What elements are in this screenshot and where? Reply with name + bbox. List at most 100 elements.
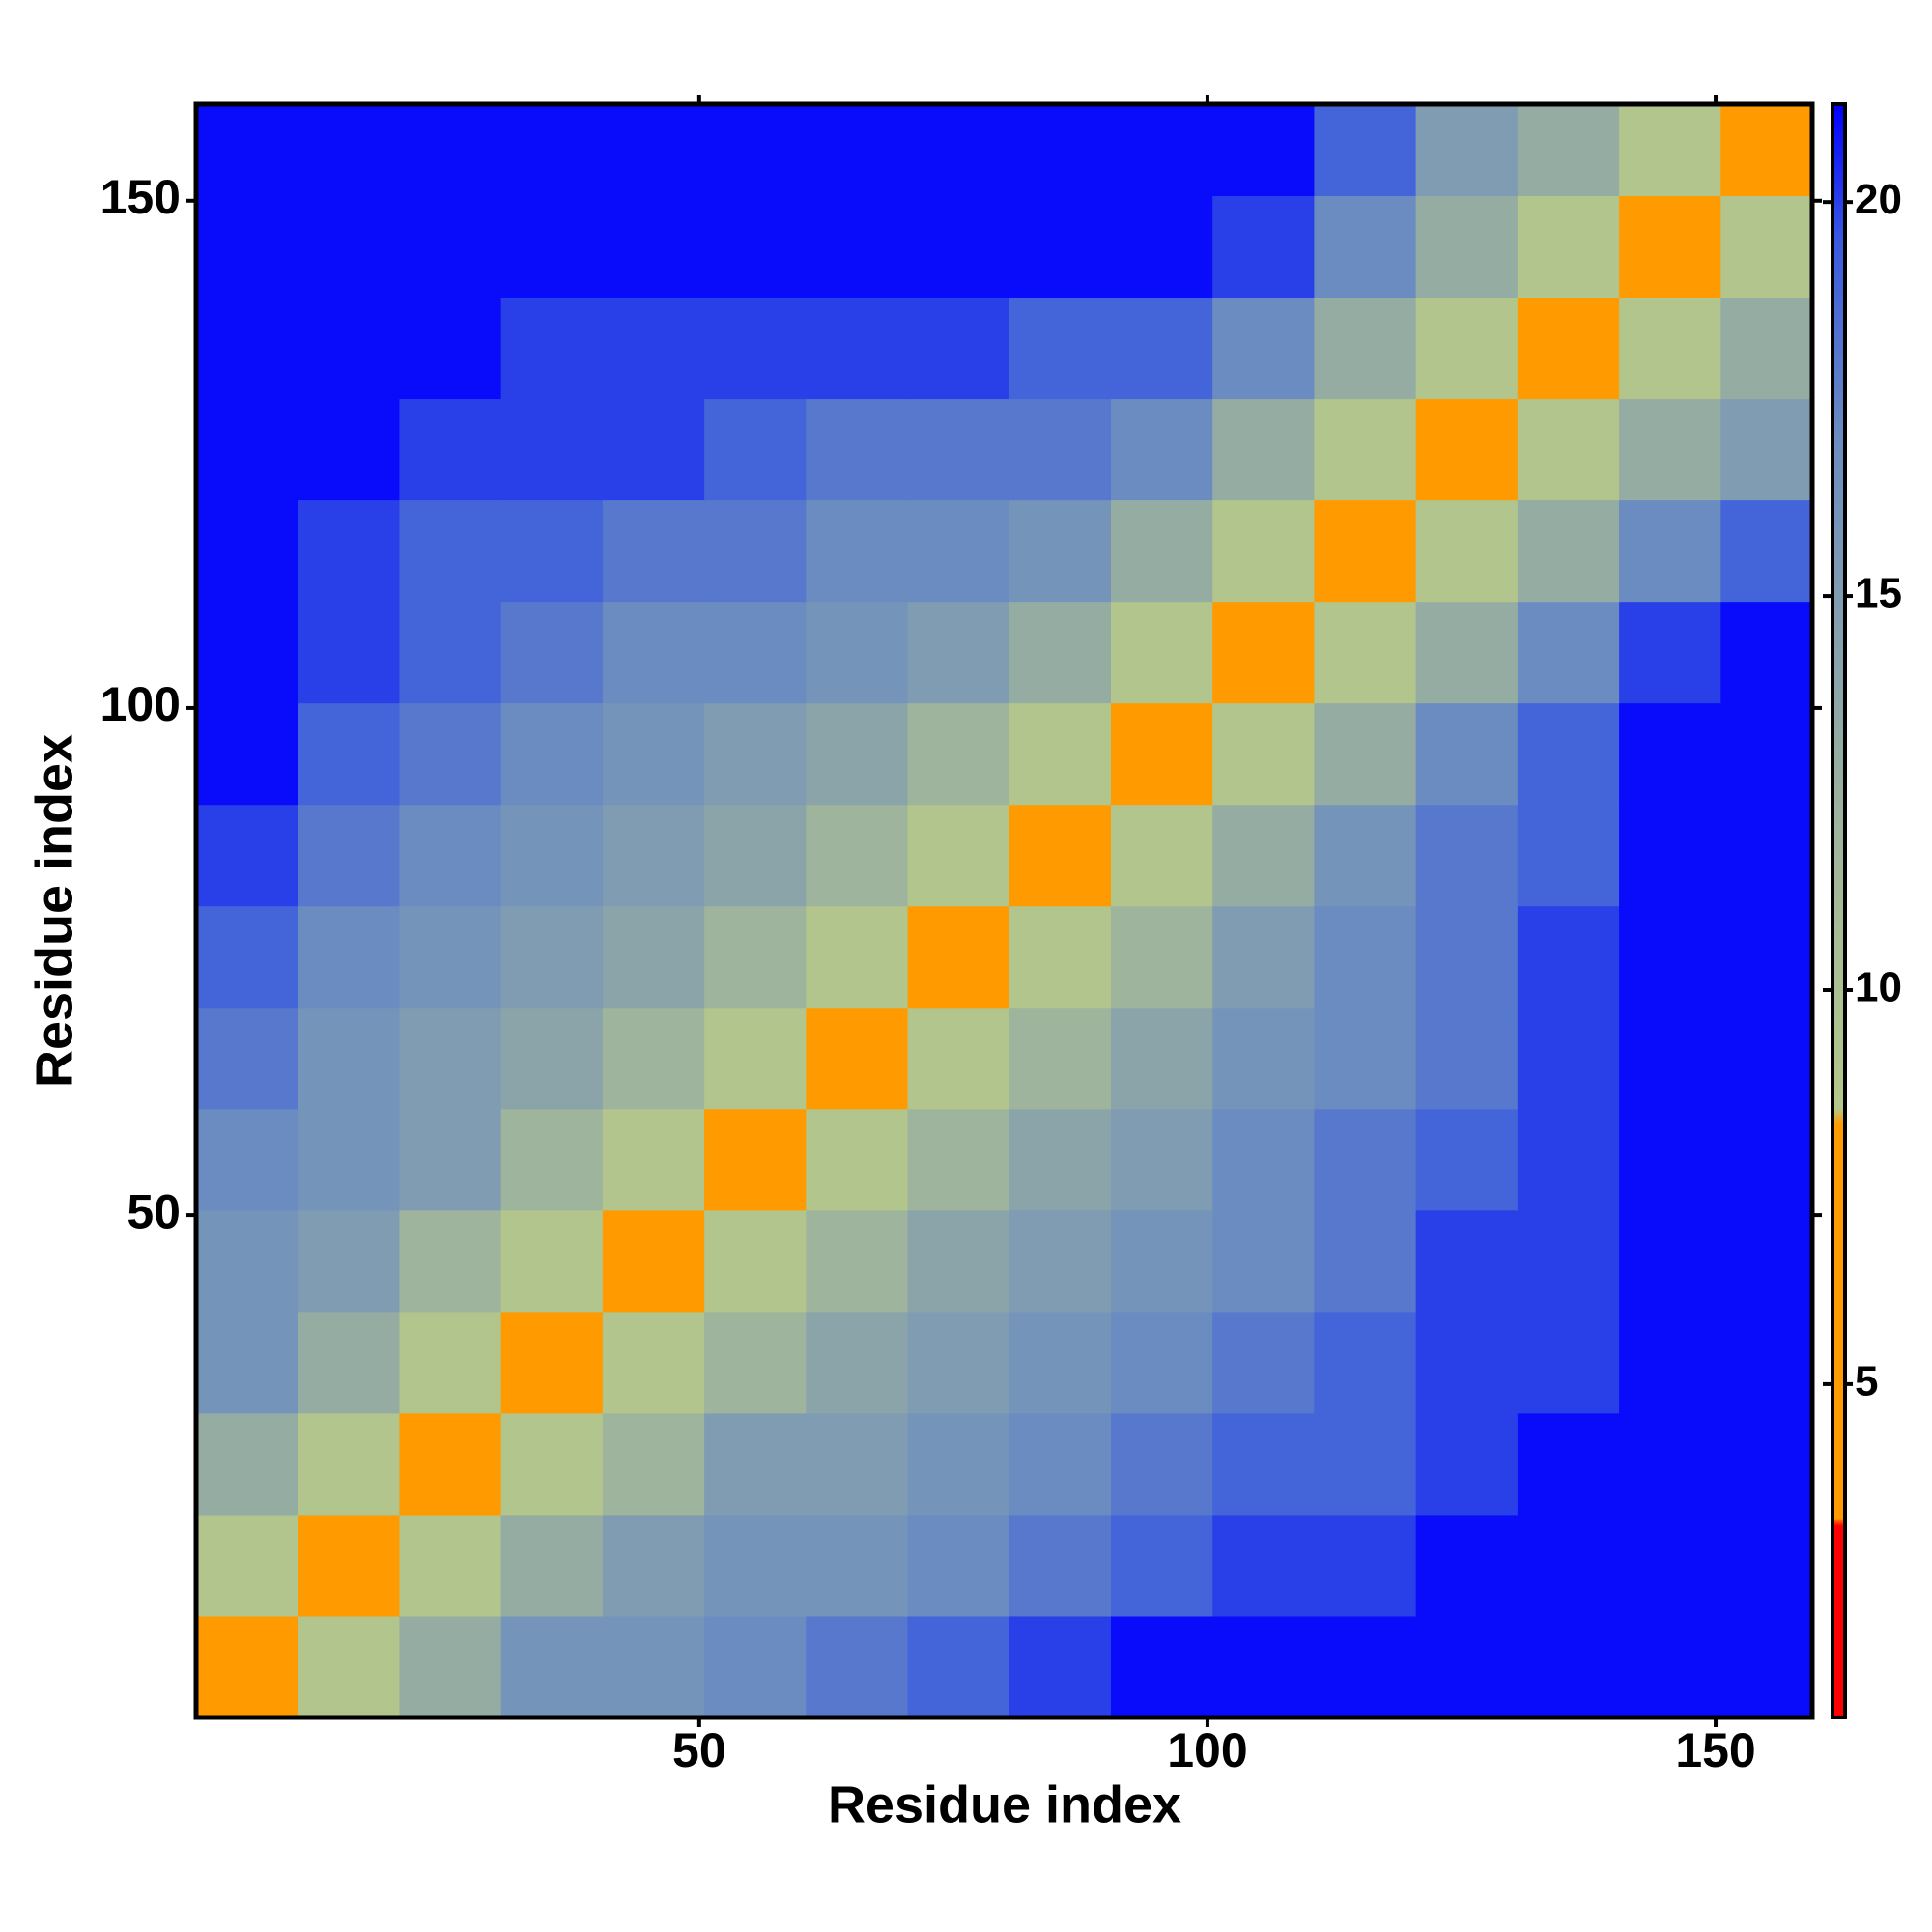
cell bbox=[1720, 297, 1813, 400]
heatmap bbox=[196, 104, 1813, 1719]
cell bbox=[907, 804, 1010, 907]
cell bbox=[399, 499, 502, 603]
y-tick-label: 100 bbox=[100, 677, 181, 731]
cell bbox=[1619, 1007, 1721, 1110]
cell bbox=[1619, 398, 1721, 501]
cell bbox=[1517, 702, 1620, 806]
cell bbox=[602, 1514, 705, 1617]
cell bbox=[1110, 1108, 1213, 1211]
cell bbox=[399, 1514, 502, 1617]
cell bbox=[907, 104, 1010, 197]
cell bbox=[1212, 1007, 1315, 1110]
cell bbox=[500, 195, 604, 298]
cell bbox=[1415, 601, 1519, 704]
cell bbox=[1009, 1514, 1112, 1617]
colorbar-tick-label: 20 bbox=[1855, 176, 1902, 223]
cell bbox=[1517, 804, 1620, 907]
cell bbox=[1415, 702, 1519, 806]
cell bbox=[500, 499, 604, 603]
cell bbox=[1110, 702, 1213, 806]
cell bbox=[196, 1615, 298, 1719]
cell bbox=[1314, 398, 1417, 501]
cell bbox=[1314, 1311, 1417, 1414]
cell bbox=[1212, 905, 1315, 1009]
cell bbox=[1314, 1412, 1417, 1516]
cell bbox=[1415, 195, 1519, 298]
cell bbox=[1212, 297, 1315, 400]
cell bbox=[602, 1615, 705, 1719]
cell bbox=[500, 601, 604, 704]
cell bbox=[399, 195, 502, 298]
cell bbox=[1720, 104, 1813, 197]
cell bbox=[1110, 1007, 1213, 1110]
cell bbox=[399, 1412, 502, 1516]
cell bbox=[399, 601, 502, 704]
cell bbox=[1212, 1209, 1315, 1313]
cell bbox=[602, 1108, 705, 1211]
cell bbox=[1619, 104, 1721, 197]
y-tick-label: 150 bbox=[100, 170, 181, 224]
cell bbox=[500, 1209, 604, 1313]
cell bbox=[1212, 804, 1315, 907]
cell bbox=[806, 905, 909, 1009]
cell bbox=[1314, 601, 1417, 704]
cell bbox=[298, 104, 400, 197]
cell bbox=[1619, 702, 1721, 806]
cell bbox=[907, 398, 1010, 501]
cell bbox=[1212, 1615, 1315, 1719]
cell bbox=[806, 1209, 909, 1313]
cell bbox=[1009, 297, 1112, 400]
cell bbox=[1009, 601, 1112, 704]
cell bbox=[298, 1412, 400, 1516]
cell bbox=[602, 601, 705, 704]
cell bbox=[399, 1311, 502, 1414]
cell bbox=[806, 1615, 909, 1719]
colorbar-tick-label: 15 bbox=[1855, 570, 1902, 617]
cell bbox=[399, 702, 502, 806]
cell bbox=[399, 297, 502, 400]
cell bbox=[500, 297, 604, 400]
cell bbox=[298, 1311, 400, 1414]
cell bbox=[602, 499, 705, 603]
colorbar bbox=[1831, 102, 1847, 1719]
cell bbox=[1314, 1209, 1417, 1313]
cell bbox=[1517, 601, 1620, 704]
cell bbox=[1009, 104, 1112, 197]
cell bbox=[1009, 195, 1112, 298]
cell bbox=[298, 499, 400, 603]
cell bbox=[298, 195, 400, 298]
cell bbox=[1619, 1311, 1721, 1414]
cell bbox=[806, 499, 909, 603]
cell bbox=[1110, 804, 1213, 907]
cell bbox=[298, 1209, 400, 1313]
x-tick-label: 50 bbox=[672, 1723, 726, 1777]
cell bbox=[704, 804, 807, 907]
cell bbox=[1619, 1412, 1721, 1516]
cell bbox=[298, 1615, 400, 1719]
cell bbox=[1619, 1514, 1721, 1617]
cell bbox=[704, 1209, 807, 1313]
cell bbox=[806, 1007, 909, 1110]
cell bbox=[806, 1311, 909, 1414]
cell bbox=[1212, 1108, 1315, 1211]
cell bbox=[1212, 104, 1315, 197]
x-tick-label: 100 bbox=[1167, 1723, 1247, 1777]
cell bbox=[1110, 1209, 1213, 1313]
cell bbox=[500, 905, 604, 1009]
cell bbox=[907, 1108, 1010, 1211]
cell bbox=[196, 104, 298, 197]
cell bbox=[1517, 1311, 1620, 1414]
cell bbox=[399, 1108, 502, 1211]
cell bbox=[1415, 1412, 1519, 1516]
x-axis-title: Residue index bbox=[828, 1776, 1181, 1833]
cell bbox=[1415, 398, 1519, 501]
cell bbox=[1314, 297, 1417, 400]
cell bbox=[602, 1007, 705, 1110]
cell bbox=[602, 104, 705, 197]
cell bbox=[907, 1514, 1010, 1617]
cell bbox=[1720, 1514, 1813, 1617]
cell bbox=[704, 1412, 807, 1516]
cell bbox=[196, 1209, 298, 1313]
cell bbox=[1110, 398, 1213, 501]
cell bbox=[1619, 195, 1721, 298]
